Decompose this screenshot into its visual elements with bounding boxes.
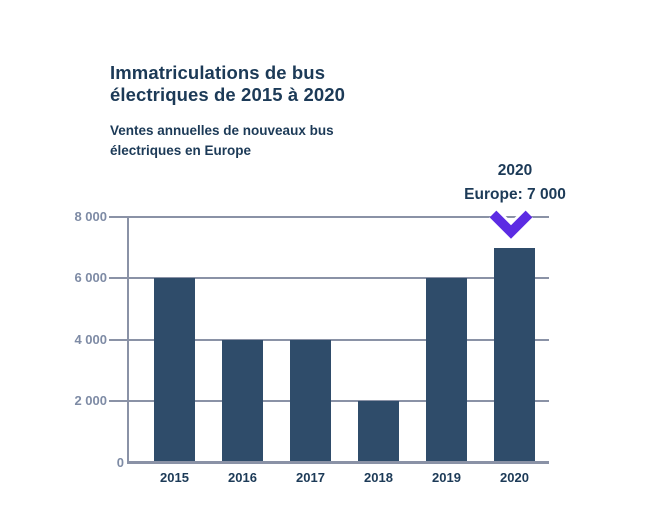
gridline-6000 <box>109 277 549 280</box>
chevron-down-icon <box>488 208 534 240</box>
y-axis-line <box>127 216 129 463</box>
chart-title: Immatriculations de bus électriques de 2… <box>110 62 346 105</box>
x-axis-tick-label: 2017 <box>296 470 325 485</box>
annotation-year: 2020 <box>497 162 533 179</box>
bar-2019 <box>426 278 467 463</box>
x-axis-line <box>127 461 549 464</box>
bar-2015 <box>154 278 195 463</box>
bar-2020 <box>494 247 535 463</box>
x-axis-tick-label: 2016 <box>228 470 257 485</box>
bar-2018 <box>358 401 399 463</box>
x-axis-tick-label: 2020 <box>500 470 529 485</box>
y-axis-tick-label: 6 000 <box>74 270 107 286</box>
y-axis-tick-label: 4 000 <box>74 331 107 347</box>
x-axis-tick-label: 2018 <box>364 470 393 485</box>
annotation-value: Europe: 7 000 <box>464 185 566 203</box>
bar-2017 <box>290 339 331 463</box>
y-axis-tick-label: 2 000 <box>74 393 107 409</box>
bar-2016 <box>222 339 263 463</box>
x-axis-tick-label: 2015 <box>160 470 189 485</box>
x-axis-tick-label: 2019 <box>432 470 461 485</box>
chart-subtitle: Ventes annuelles de nouveaux bus électri… <box>110 123 334 158</box>
y-axis-tick-label: 8 000 <box>74 209 107 224</box>
y-axis-tick-label: 0 <box>116 454 124 470</box>
gridline-8000 <box>109 216 549 218</box>
annotation-callout: 2020 Europe: 7 000 <box>405 159 625 206</box>
